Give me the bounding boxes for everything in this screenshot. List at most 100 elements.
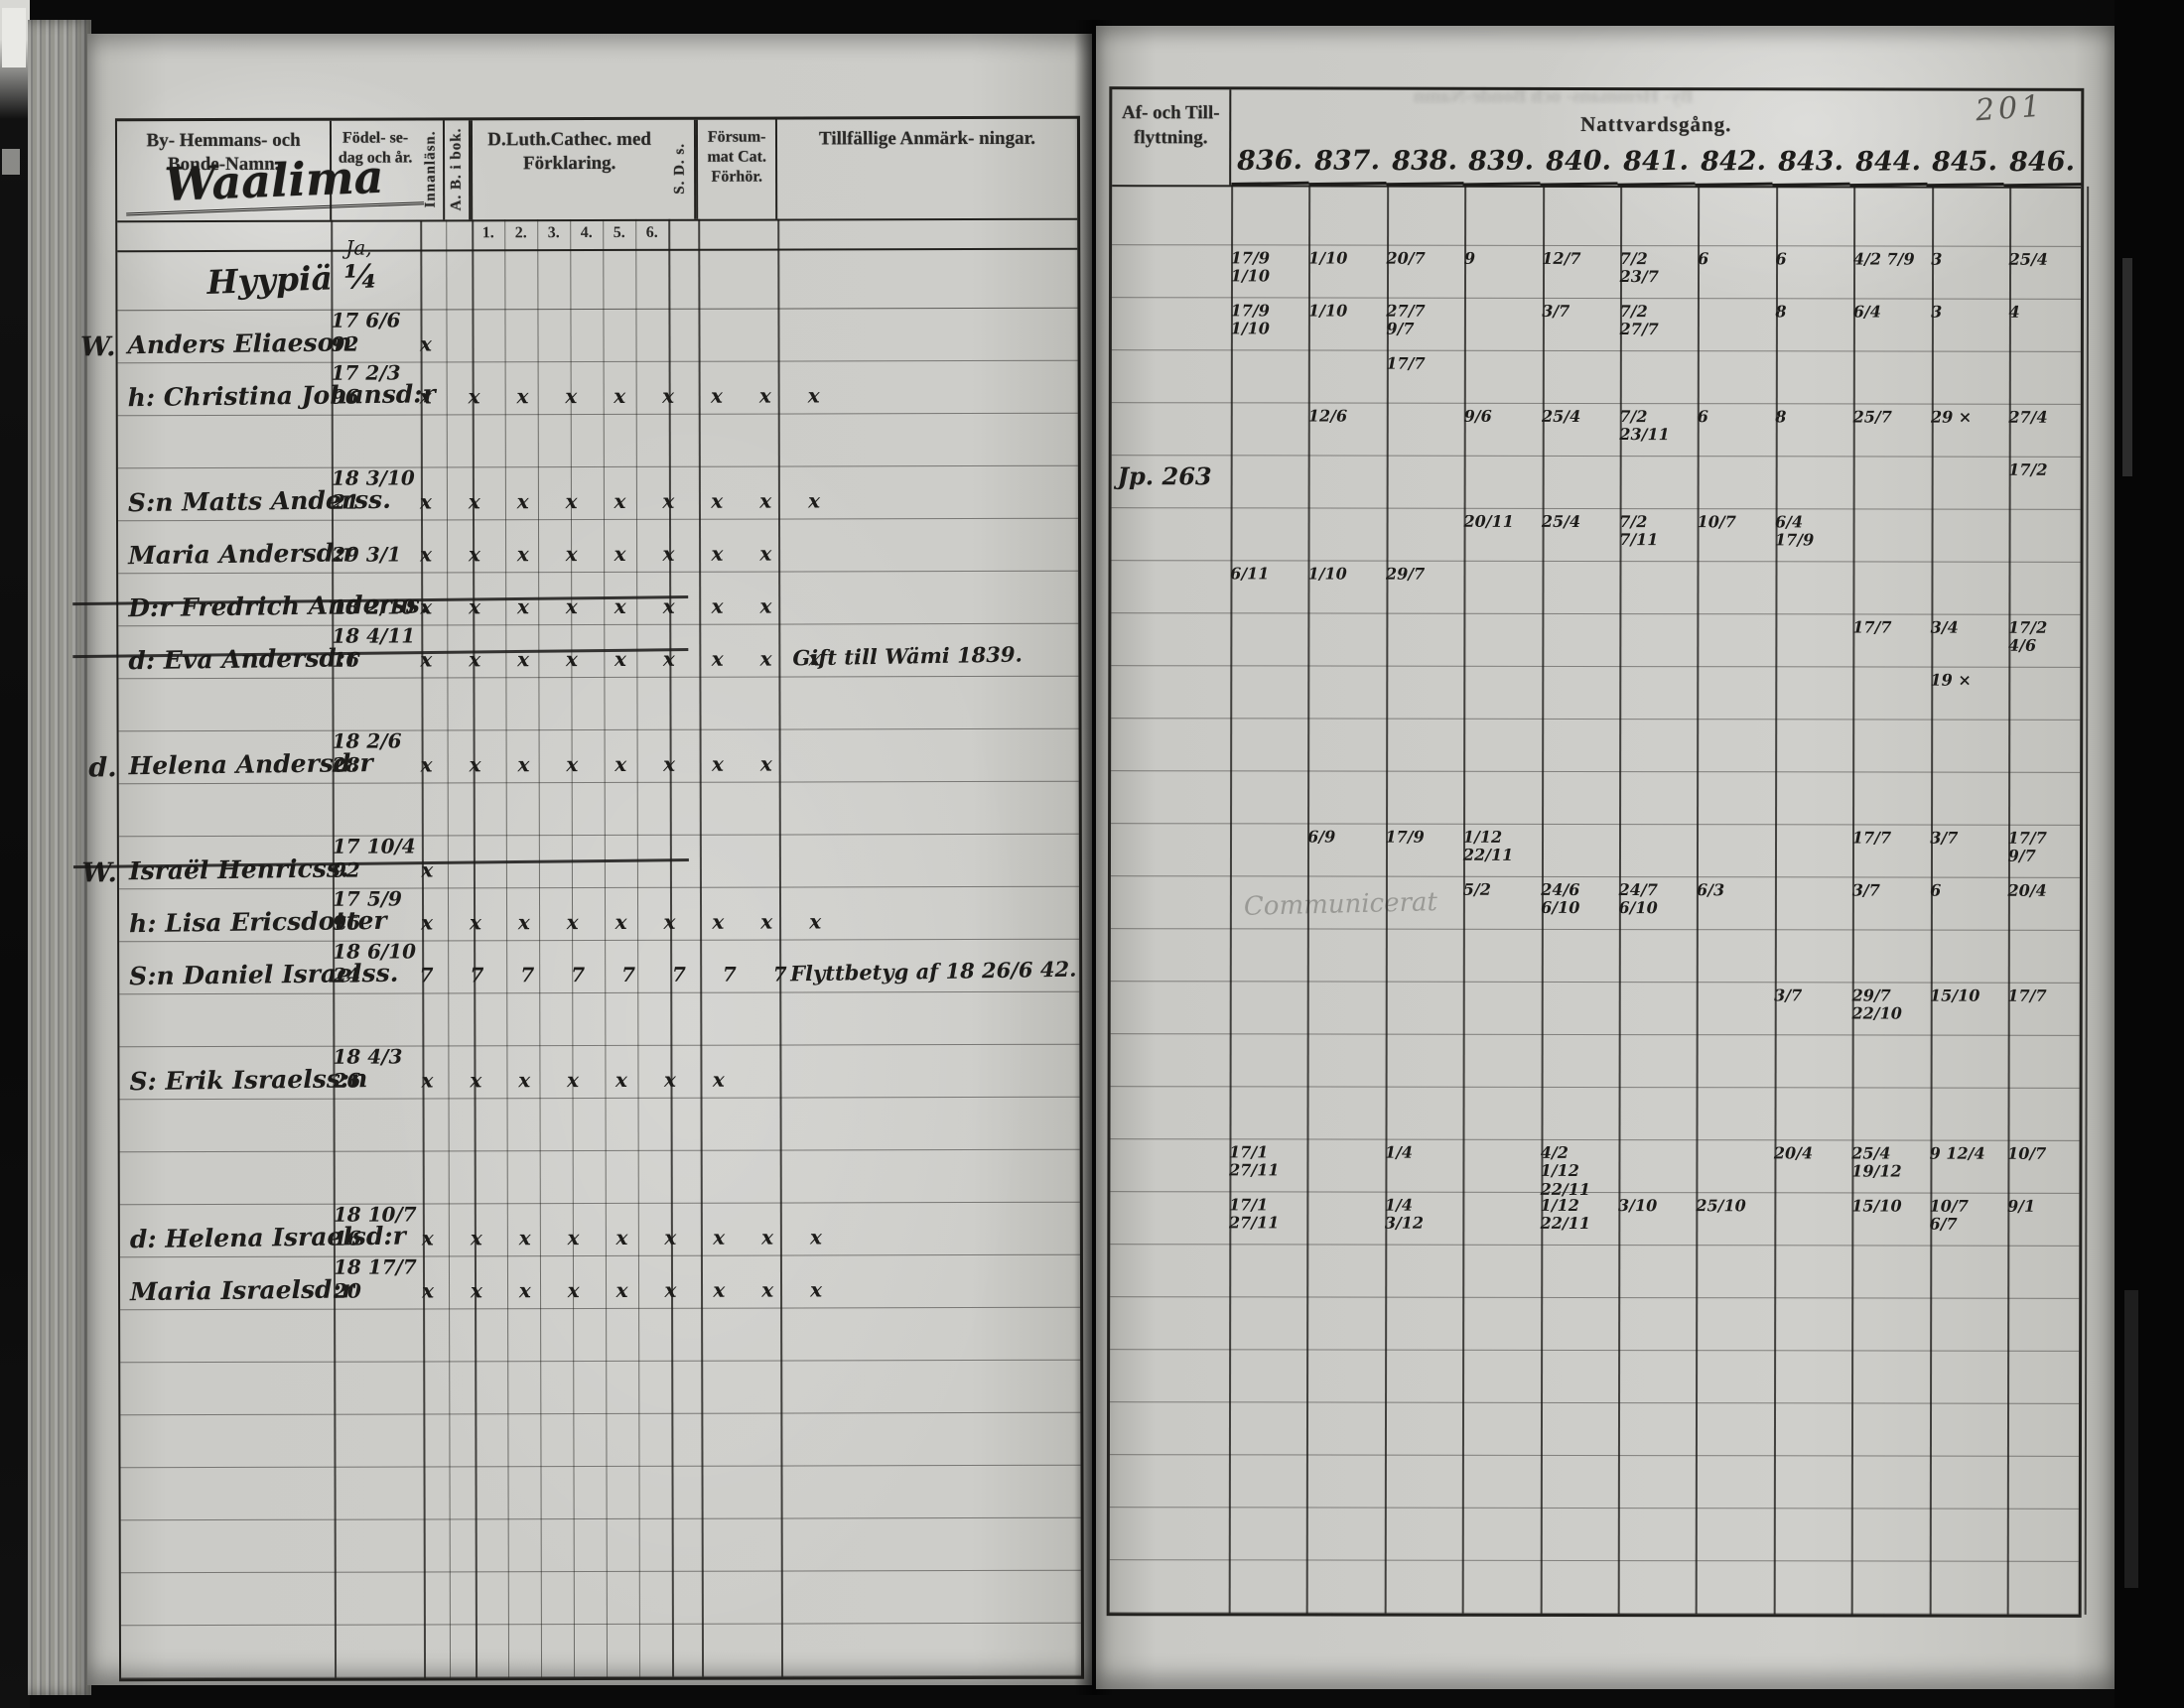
communion-cell xyxy=(1535,930,1612,982)
communion-cells xyxy=(1223,1297,2079,1351)
page-number: 201 xyxy=(1974,88,2046,129)
examination-marks: x x x x x x x xyxy=(421,1067,734,1093)
communion-cell xyxy=(2000,1562,2078,1614)
communion-cell xyxy=(1924,773,2001,825)
communion-cell xyxy=(1924,1036,2001,1088)
header-catechism: D.Luth.Cathec. med Förklaring. xyxy=(470,119,667,220)
communion-cell xyxy=(1380,404,1457,456)
communion-cell xyxy=(1301,982,1379,1033)
communion-cell: 15/10 xyxy=(1851,1196,1902,1216)
communion-cell: 12/7 xyxy=(1542,248,1581,268)
communion-cell xyxy=(1223,1034,1300,1086)
communion-cell xyxy=(1536,562,1613,613)
communion-cell xyxy=(1458,351,1536,403)
communion-cell: 17/7 xyxy=(2007,985,2047,1005)
ledger-row-right: 3/7 29/7 22/10 15/10 17/7 xyxy=(1110,982,2080,1036)
ledger-row-left: W. Israël Henricss. 17 10/4 92 x xyxy=(81,834,1079,890)
year-label: 841. xyxy=(1616,145,1696,187)
communion-cell xyxy=(1846,457,1924,508)
birth-date xyxy=(333,1460,422,1466)
ledger-row-left xyxy=(120,1360,1081,1416)
communion-cell xyxy=(1534,1509,1611,1560)
communion-cell xyxy=(1768,930,1845,982)
communion-cell xyxy=(1224,403,1301,455)
communion-cell xyxy=(1378,1403,1455,1455)
communion-cell: 1/4 3/12 xyxy=(1384,1195,1425,1234)
person-name: Maria Israelsd:r xyxy=(129,1274,355,1307)
communion-cell xyxy=(1769,457,1846,508)
communion-cell: 1/12 22/11 xyxy=(1462,827,1514,865)
communion-cell xyxy=(1925,563,2002,614)
examination-marks: x x x x x x x x xyxy=(420,541,781,567)
communion-cell: 7/2 23/7 xyxy=(1619,249,1659,287)
communion-cell: 4 xyxy=(2008,302,2020,322)
ledger-row-right: 6/11 1/10 29/7 xyxy=(1111,561,2081,615)
communion-cell xyxy=(1223,1087,1300,1138)
communion-cell xyxy=(1767,1509,1844,1560)
communion-cell xyxy=(1535,825,1612,876)
right-rows: 17/9 1/10 1/10 20/7 9 12/7 7/2 23/7 6 6 4/2 7/9 3… xyxy=(1109,245,2082,1615)
ledger-row-left xyxy=(120,1465,1081,1521)
communion-cell xyxy=(1769,351,1846,403)
ledger-row-left: h: Christina Johansd:r 17 2/3 96 x x x x… xyxy=(117,361,1078,417)
communion-cell xyxy=(1457,667,1535,719)
ledger-row-left xyxy=(117,413,1078,469)
communion-cell xyxy=(1691,772,1768,824)
catechism-sub: 6. xyxy=(645,223,658,241)
communion-cell: 27/7 9/7 xyxy=(1386,301,1426,339)
person-name: h: Lisa Ericsdotter xyxy=(128,905,387,939)
examination-marks xyxy=(422,1355,701,1362)
communion-cell: 8 xyxy=(1775,407,1787,427)
communion-cell xyxy=(1380,720,1457,771)
communion-cell xyxy=(1300,1350,1378,1401)
communion-cell xyxy=(1612,1140,1690,1192)
communion-cell xyxy=(1612,1456,1690,1508)
communion-cell: 6 xyxy=(1775,249,1787,269)
film-mark xyxy=(2,8,26,67)
ledger-row-left xyxy=(120,1623,1082,1679)
communion-cell: 6 xyxy=(1930,880,1942,900)
communion-cell xyxy=(2002,510,2080,562)
communion-cell: 4/2 7/9 xyxy=(1852,249,1915,269)
communion-cell xyxy=(1768,1035,1845,1087)
communion-cell xyxy=(1223,1455,1300,1507)
communion-cell: 20/4 xyxy=(2007,880,2047,900)
communion-cell: 17/1 27/11 xyxy=(1229,1195,1280,1233)
communion-cell xyxy=(1301,613,1379,665)
communion-cell xyxy=(1846,562,1924,613)
communion-cell xyxy=(1378,1561,1455,1613)
moving-note xyxy=(1112,298,1225,349)
examination-marks: x x x x x x x x x xyxy=(419,383,829,409)
moving-note xyxy=(1110,1455,1223,1507)
communion-cell xyxy=(1923,1352,2000,1403)
ledger-row-left: S:n Daniel Israelss. 18 6/10 24 7 7 7 7 … xyxy=(119,939,1080,995)
left-table-header: By- Hemmans- och Bonde-Namn. Waalima Föd… xyxy=(116,118,1078,223)
communion-cell xyxy=(1846,772,1924,824)
communion-cell xyxy=(1691,983,1768,1034)
communion-cell: 29/7 xyxy=(1385,564,1426,584)
moving-note xyxy=(1110,1508,1223,1559)
communion-cell: 10/7 6/7 xyxy=(1929,1196,1969,1235)
communion-cell xyxy=(1923,1404,2000,1456)
person-name: Anders Eliaeson xyxy=(127,328,352,360)
communion-cell xyxy=(1456,1351,1534,1402)
remark-note: Gift till Wämi 1839. xyxy=(792,641,1024,671)
examination-marks: x x x x x x x x x xyxy=(422,1277,832,1303)
ledger-row-right: 17/1 27/11 1/4 4/2 1/12 22/11 20/4 25/4 19/1… xyxy=(1110,1139,2080,1199)
ledger-row-right xyxy=(1110,1034,2080,1089)
communion-cells xyxy=(1224,771,2080,825)
communion-cell: 6 xyxy=(1698,249,1709,269)
examination-marks xyxy=(419,460,698,467)
communion-cell: 19 × xyxy=(1930,670,1972,690)
communion-cell xyxy=(1692,351,1769,403)
communion-cell xyxy=(1223,1245,1300,1296)
ledger-row-right xyxy=(1109,1402,2080,1457)
communion-cell xyxy=(1923,1562,2000,1614)
communion-cell xyxy=(1690,1509,1767,1560)
examination-marks: x x x x x x x x x xyxy=(419,488,830,514)
examination-marks: x xyxy=(419,331,441,356)
communion-cell xyxy=(2001,1089,2079,1140)
communion-cell: 9/1 xyxy=(2006,1196,2036,1216)
ledger-row-right xyxy=(1110,1245,2080,1299)
communion-cells: 17/2 xyxy=(1224,456,2080,509)
